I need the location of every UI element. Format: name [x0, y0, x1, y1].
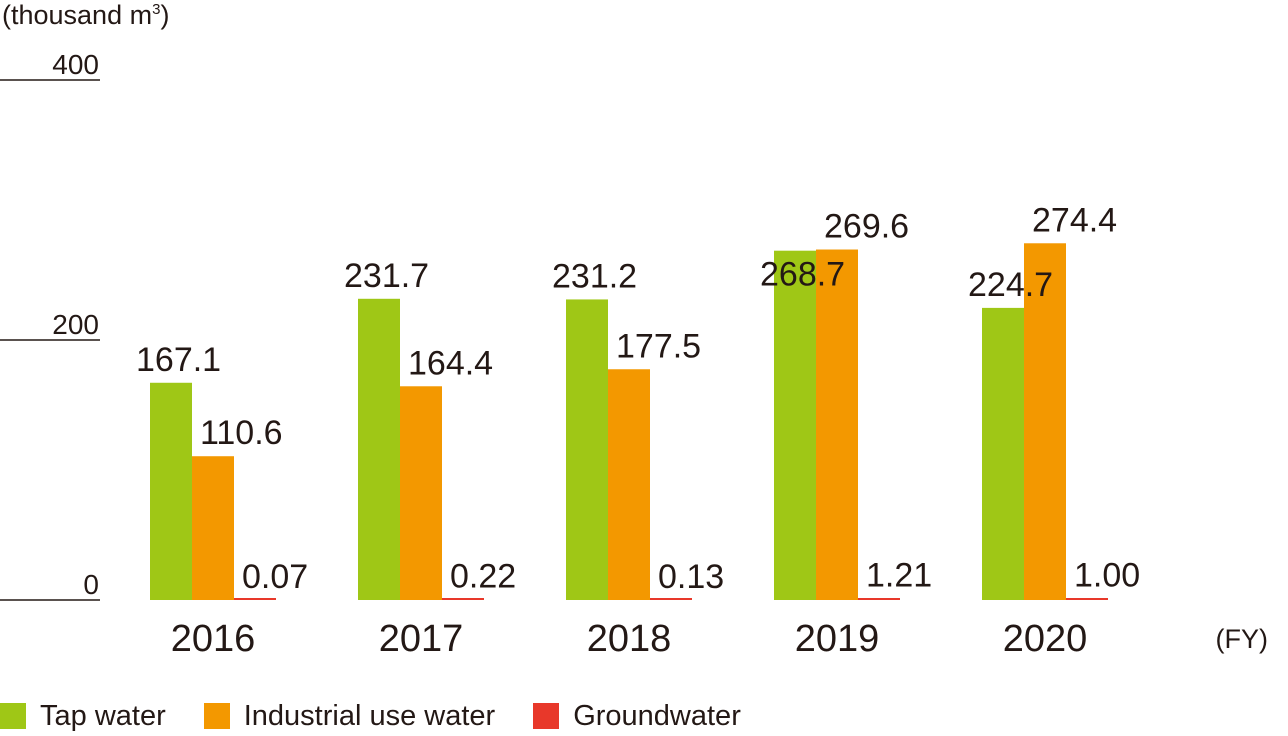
y-tick-label-400: 400 [52, 49, 99, 80]
bar-2017-tap-water [358, 298, 400, 600]
data-label-2016-tap-water: 167.1 [136, 341, 221, 379]
x-tick-label-2018: 2018 [587, 618, 672, 660]
legend-label-groundwater: Groundwater [573, 699, 741, 732]
bar-2020-groundwater [1066, 598, 1108, 600]
bar-2016-groundwater [234, 598, 276, 600]
legend: Tap water Industrial use water Groundwat… [0, 696, 779, 736]
bar-2020-industrial-use-water [1024, 243, 1066, 600]
bar-2019-tap-water [774, 250, 816, 600]
legend-item-tap-water: Tap water [0, 700, 166, 733]
data-label-2019-tap-water: 268.7 [760, 256, 845, 294]
bar-2017-groundwater [442, 598, 484, 600]
data-label-2017-tap-water: 231.7 [344, 257, 429, 295]
data-label-2020-groundwater: 1.00 [1074, 557, 1140, 595]
legend-item-groundwater: Groundwater [533, 700, 741, 733]
data-label-2016-groundwater: 0.07 [242, 558, 308, 596]
bar-2018-industrial-use-water [608, 369, 650, 600]
y-tick-label-0: 0 [83, 569, 99, 600]
legend-item-industrial-use-water: Industrial use water [203, 699, 496, 733]
bar-2018-tap-water [566, 299, 608, 600]
legend-label-tap-water: Tap water [40, 699, 166, 732]
x-tick-label-2019: 2019 [795, 618, 880, 660]
data-label-2019-industrial-use-water: 269.6 [824, 208, 909, 246]
legend-label-industrial-use-water: Industrial use water [243, 699, 496, 732]
data-label-2017-industrial-use-water: 164.4 [408, 344, 493, 382]
bar-2020-tap-water [982, 307, 1024, 600]
data-label-2017-groundwater: 0.22 [450, 558, 516, 596]
legend-swatch-tap-water [0, 703, 26, 729]
data-label-2018-industrial-use-water: 177.5 [616, 327, 701, 365]
x-tick-label-2017: 2017 [379, 618, 464, 660]
bar-2016-tap-water [150, 382, 192, 600]
legend-swatch-industrial-use-water [203, 703, 230, 729]
x-tick-label-2020: 2020 [1003, 618, 1088, 660]
data-label-2018-tap-water: 231.2 [552, 257, 637, 295]
x-tick-label-2016: 2016 [171, 618, 256, 660]
bar-2019-industrial-use-water [816, 249, 858, 600]
bar-2016-industrial-use-water [192, 456, 234, 600]
data-label-2016-industrial-use-water: 110.6 [200, 414, 283, 452]
bar-2018-groundwater [650, 598, 692, 600]
x-axis-unit-label: (FY) [1216, 624, 1268, 654]
data-label-2019-groundwater: 1.21 [866, 556, 932, 594]
legend-swatch-groundwater [533, 703, 560, 729]
data-label-2018-groundwater: 0.13 [658, 558, 724, 596]
y-tick-label-200: 200 [52, 309, 99, 340]
data-label-2020-industrial-use-water: 274.4 [1032, 201, 1117, 239]
data-label-2020-tap-water: 224.7 [968, 266, 1053, 304]
y-axis-unit-label: (thousand m3) [2, 0, 170, 30]
bar-2019-groundwater [858, 598, 900, 600]
bar-2017-industrial-use-water [400, 386, 442, 600]
